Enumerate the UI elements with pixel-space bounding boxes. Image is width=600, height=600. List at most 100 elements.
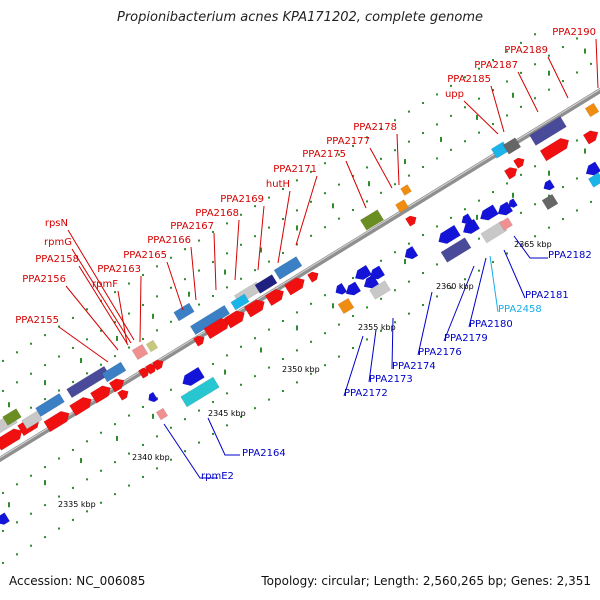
- track-dot: [198, 303, 200, 306]
- track-dot: [534, 165, 536, 168]
- gene-block: [539, 137, 570, 162]
- track-dot: [352, 277, 354, 280]
- leader-line: [368, 329, 377, 383]
- track-dot: [296, 179, 298, 182]
- gene-block: [584, 102, 600, 118]
- track-dot: [296, 311, 298, 314]
- track-dot: [534, 203, 536, 206]
- track-dot: [450, 216, 452, 219]
- track-dot: [324, 192, 326, 195]
- track-dot: [128, 282, 130, 285]
- track-dot: [44, 364, 46, 367]
- track-dot: [156, 329, 158, 332]
- kbp-label: 2350 kbp: [282, 365, 320, 374]
- track-tick: [44, 480, 46, 486]
- gene-block: [69, 397, 92, 417]
- track-dot: [58, 457, 60, 460]
- track-dot: [72, 486, 74, 489]
- track-dot: [170, 286, 172, 289]
- track-dot: [324, 332, 326, 335]
- track-tick: [116, 335, 118, 341]
- track-dot: [212, 432, 214, 435]
- track-dot: [338, 323, 340, 326]
- leader-line: [117, 290, 128, 345]
- gene-label: upp: [445, 89, 464, 100]
- track-dot: [226, 392, 228, 395]
- leader-line: [443, 265, 475, 342]
- track-tick: [224, 269, 226, 275]
- leader-line: [234, 219, 240, 281]
- track-dot: [142, 405, 144, 408]
- gene-block: [395, 199, 409, 213]
- track-dot: [422, 166, 424, 169]
- track-dot: [380, 259, 382, 262]
- track-dot: [114, 355, 116, 358]
- track-dot: [450, 84, 452, 87]
- kbp-label: 2345 kbp: [208, 409, 246, 418]
- track-dot: [128, 346, 130, 349]
- track-dot: [352, 175, 354, 178]
- track-dot: [464, 208, 466, 211]
- gene-block: [359, 209, 385, 231]
- tick-layer: [2, 33, 592, 564]
- gene-label: rpsN: [45, 218, 68, 229]
- gene-label: PPA2182: [548, 250, 592, 261]
- gene-label: rpmG: [44, 237, 72, 248]
- track-tick: [476, 214, 478, 220]
- track-dot: [212, 294, 214, 297]
- track-dot: [240, 345, 242, 348]
- track-dot: [436, 93, 438, 96]
- gene-block: [145, 339, 159, 353]
- leader-line: [207, 417, 240, 456]
- track-dot: [268, 226, 270, 229]
- track-dot: [2, 529, 4, 532]
- track-dot: [72, 518, 74, 521]
- track-dot: [128, 414, 130, 417]
- track-dot: [464, 106, 466, 109]
- gene-label: PPA2167: [170, 221, 214, 232]
- gene-block: [273, 256, 303, 280]
- track-dot: [366, 306, 368, 309]
- track-dot: [100, 363, 102, 366]
- track-dot: [86, 478, 88, 481]
- track-tick: [8, 502, 10, 508]
- track-dot: [170, 388, 172, 391]
- track-dot: [352, 209, 354, 212]
- track-dot: [30, 512, 32, 515]
- gene-label: PPA2173: [369, 374, 413, 385]
- track-dot: [436, 263, 438, 266]
- track-dot: [352, 347, 354, 350]
- track-dot: [212, 260, 214, 263]
- track-dot: [30, 342, 32, 345]
- track-tick: [152, 413, 154, 419]
- track-dot: [240, 383, 242, 386]
- track-dot: [170, 426, 172, 429]
- gene-label: PPA2175: [302, 149, 346, 160]
- leader-line: [595, 38, 599, 89]
- track-dot: [240, 415, 242, 418]
- track-dot: [492, 59, 494, 62]
- track-dot: [226, 354, 228, 357]
- leader-line: [343, 335, 364, 397]
- gene-label: PPA2185: [447, 74, 491, 85]
- leader-line: [468, 257, 487, 328]
- track-dot: [114, 291, 116, 294]
- gene-block: [180, 376, 220, 408]
- gene-label: PPA2155: [15, 315, 59, 326]
- track-dot: [198, 441, 200, 444]
- track-dot: [506, 50, 508, 53]
- track-dot: [282, 389, 284, 392]
- track-tick: [116, 435, 118, 441]
- track-dot: [72, 448, 74, 451]
- track-dot: [422, 304, 424, 307]
- track-dot: [170, 256, 172, 259]
- gene-label: hutH: [266, 179, 290, 190]
- track-dot: [324, 294, 326, 297]
- gene-block: [189, 304, 231, 336]
- track-dot: [240, 213, 242, 216]
- track-dot: [366, 136, 368, 139]
- track-tick: [44, 380, 46, 386]
- track-dot: [100, 501, 102, 504]
- track-dot: [142, 475, 144, 478]
